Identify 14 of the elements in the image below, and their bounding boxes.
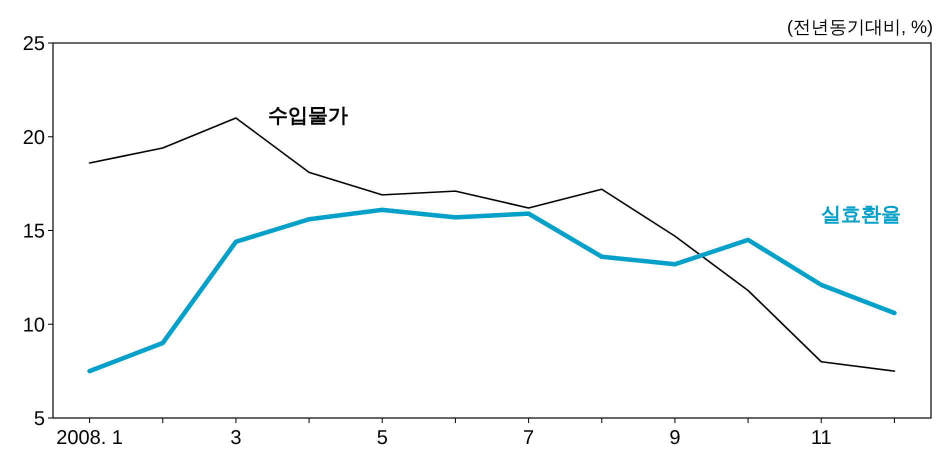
y-tick-label: 10 bbox=[22, 314, 45, 336]
y-tick-label: 20 bbox=[22, 126, 45, 149]
x-tick-label: 11 bbox=[810, 427, 832, 449]
series-label: 수입물가 bbox=[268, 105, 348, 127]
text: 실효환율 bbox=[821, 204, 901, 226]
x-tick-label: 2008. 1 bbox=[56, 427, 123, 449]
y-tick-label: 15 bbox=[22, 220, 45, 242]
x-tick-label: 5 bbox=[376, 427, 388, 449]
y-tick-label: 5 bbox=[34, 408, 45, 430]
x-tick-label: 9 bbox=[669, 427, 680, 449]
x-tick-label: 3 bbox=[230, 427, 242, 449]
x-tick-label: 7 bbox=[523, 427, 534, 449]
y-tick-label: 25 bbox=[22, 33, 45, 55]
y-axis-title: (전년동기대비, %) bbox=[787, 17, 933, 37]
